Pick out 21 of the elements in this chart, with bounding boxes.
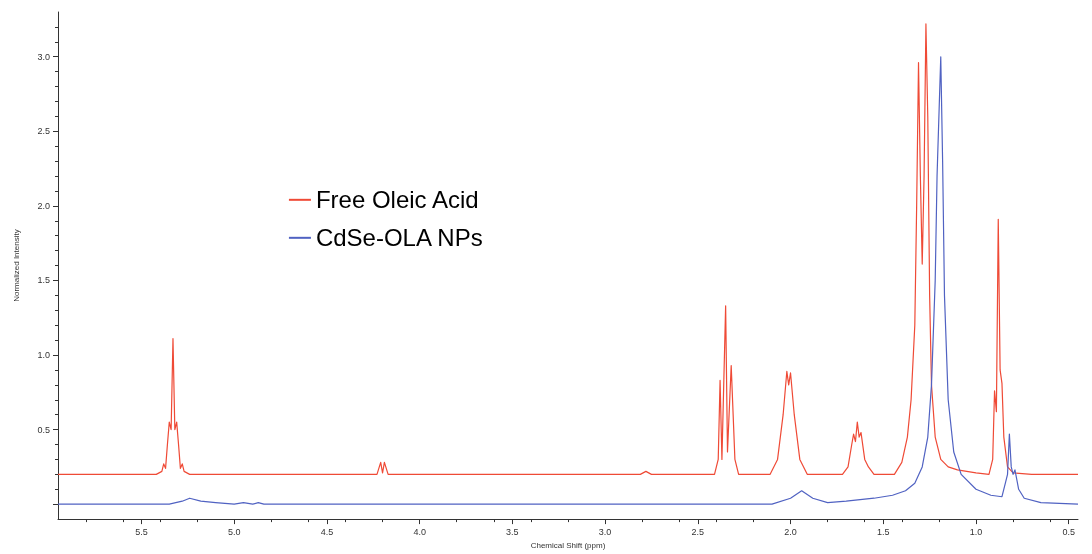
- x-tick-label: 3.0: [598, 526, 612, 537]
- y-tick-label: 3.0: [37, 51, 50, 62]
- y-tick-label: 2.5: [37, 126, 50, 137]
- x-tick-label: 1.0: [969, 526, 983, 537]
- y-tick-label: 1.5: [37, 275, 50, 286]
- x-tick-label: 2.5: [691, 526, 705, 537]
- y-axis-title: Normalized Intensity: [11, 229, 21, 302]
- legend-label: CdSe-OLA NPs: [315, 224, 483, 252]
- y-tick-label: 0.5: [37, 424, 50, 435]
- x-tick-label: 4.5: [320, 526, 334, 537]
- x-tick-label: 1.5: [877, 526, 890, 537]
- x-tick-label: 5.0: [227, 526, 241, 537]
- x-tick-label: 2.0: [784, 526, 797, 537]
- x-tick-label: 3.5: [506, 526, 519, 537]
- y-tick-label: 1.0: [37, 350, 50, 361]
- x-axis-title: Chemical Shift (ppm): [530, 540, 606, 550]
- x-tick-label: 4.0: [413, 526, 426, 537]
- legend-label: Free Oleic Acid: [315, 186, 479, 214]
- x-tick-label: 5.5: [135, 526, 148, 537]
- x-tick-label: 0.5: [1062, 526, 1075, 537]
- y-tick-label: 2.0: [37, 200, 50, 211]
